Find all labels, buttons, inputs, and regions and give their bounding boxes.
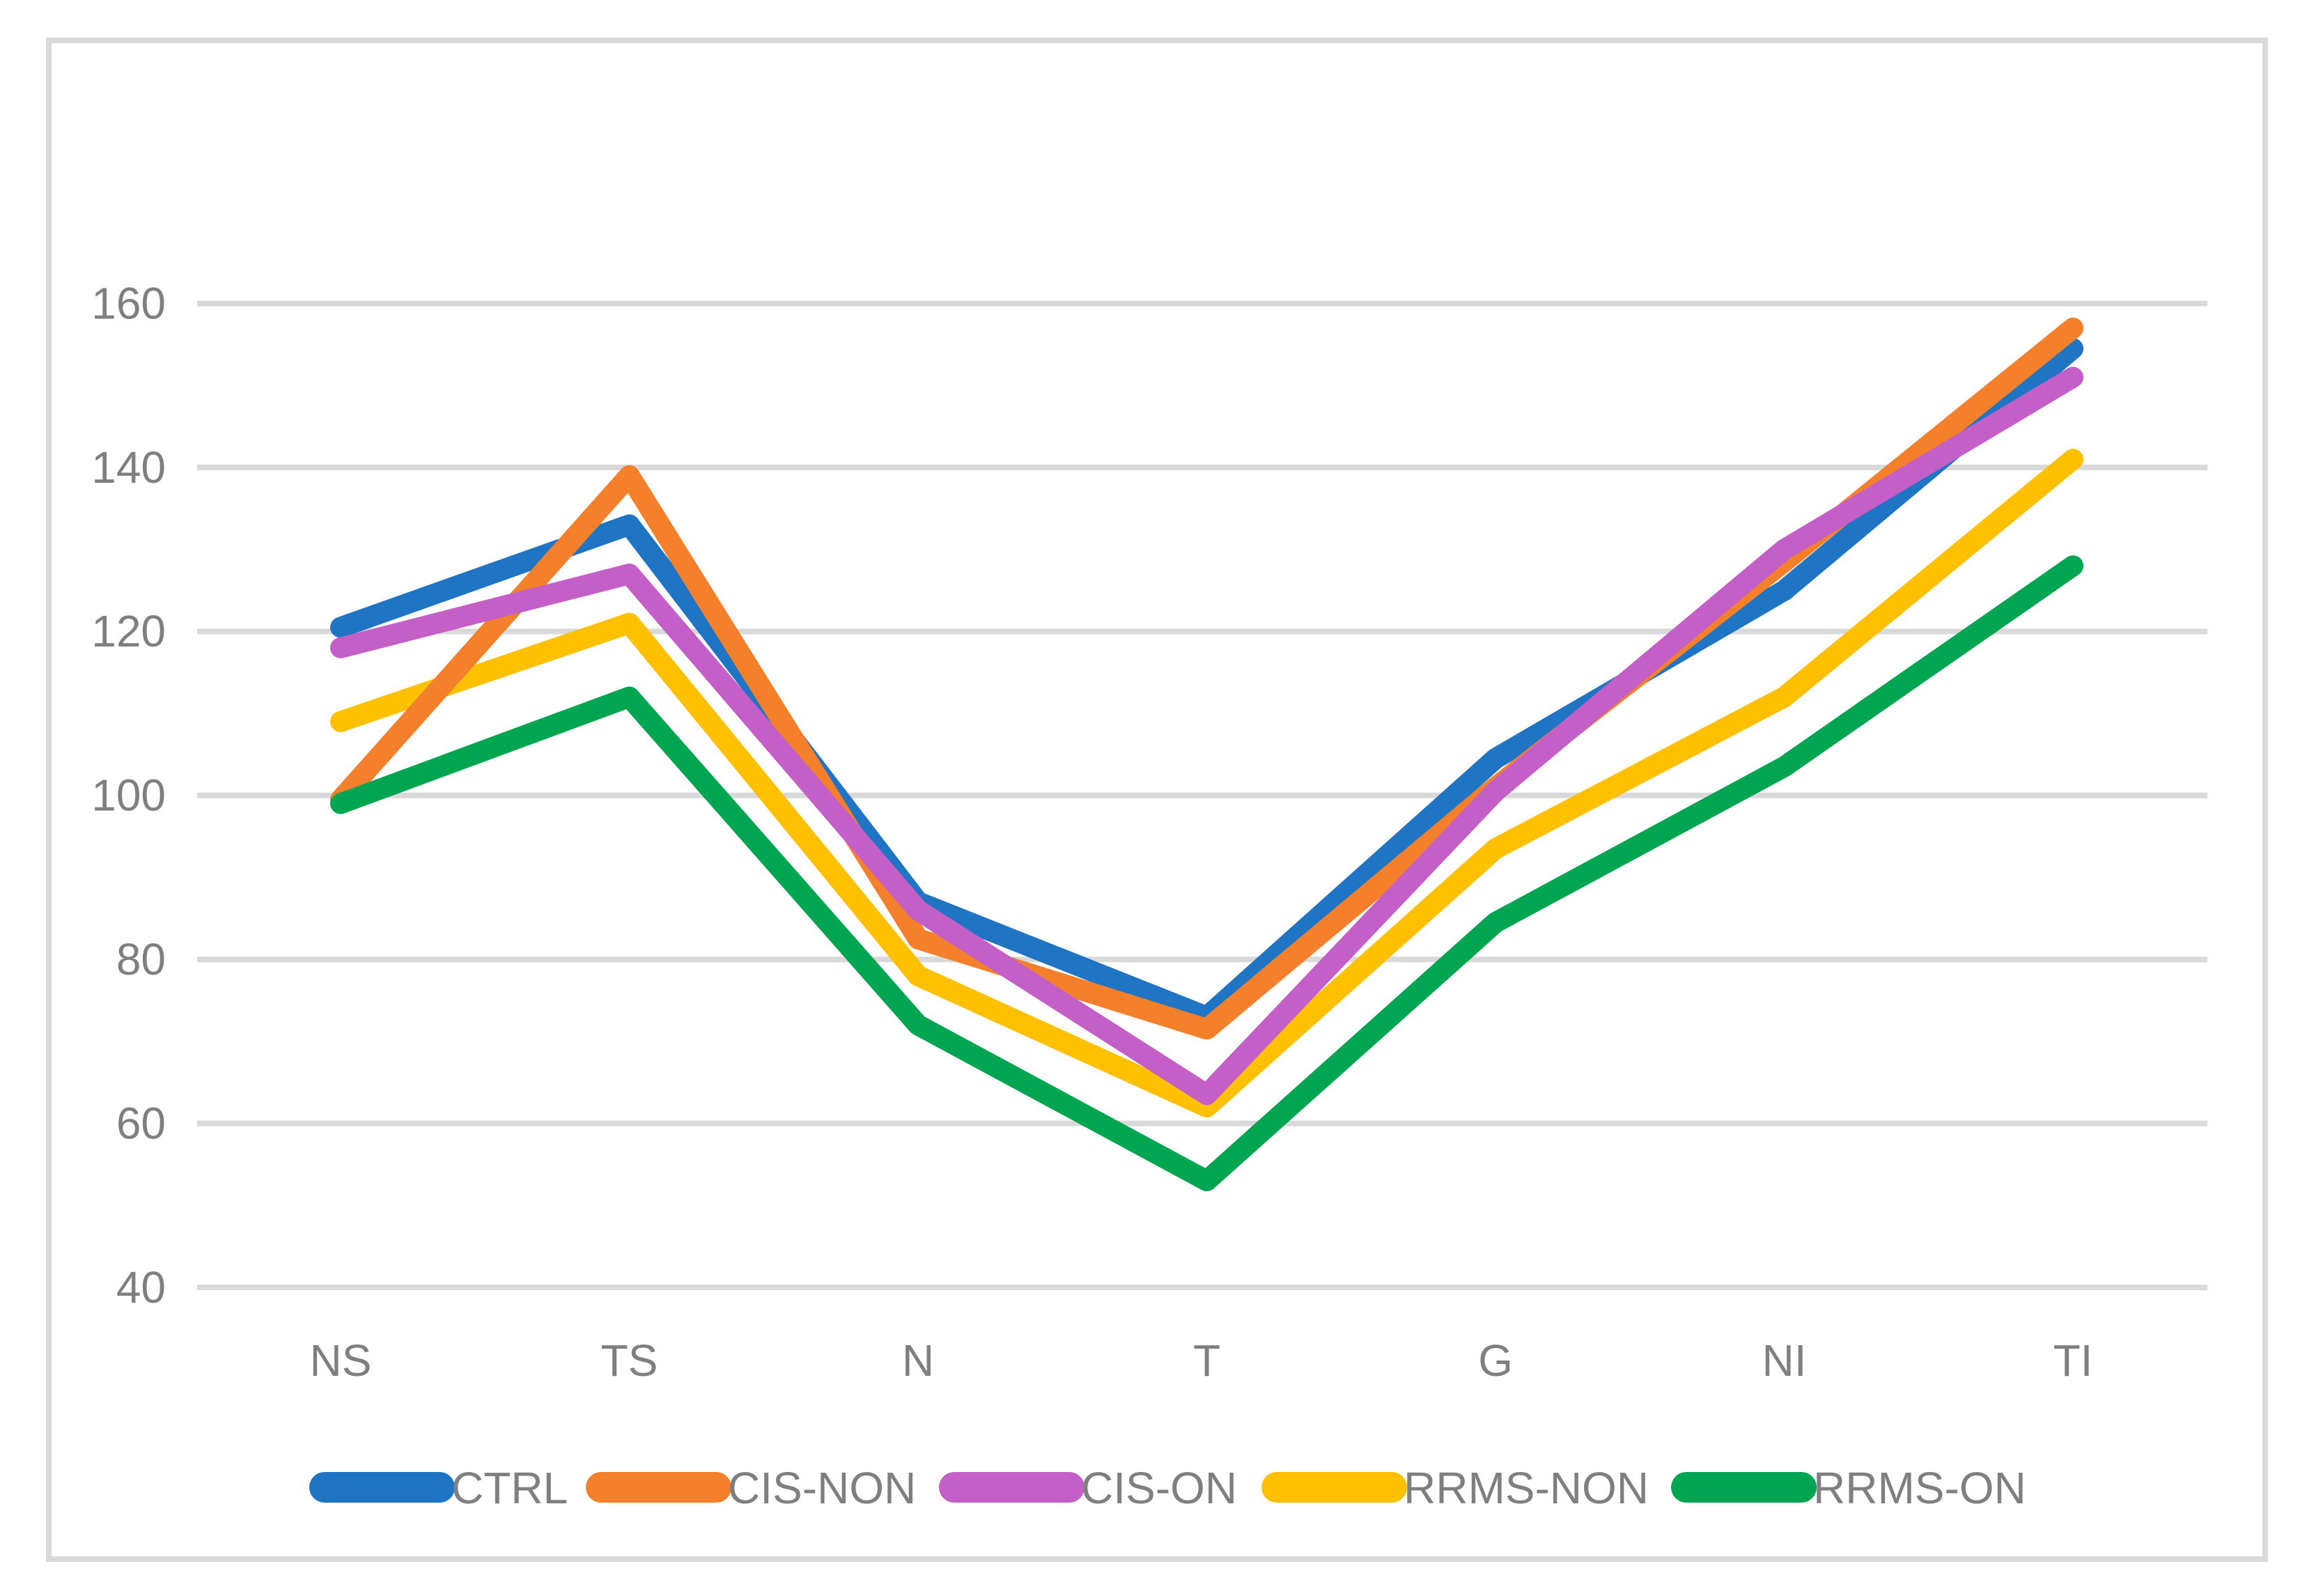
series-line-cis-on bbox=[330, 366, 2083, 1106]
legend-label-ctrl: CTRL bbox=[451, 1463, 568, 1513]
chart-frame bbox=[46, 38, 2268, 1562]
x-axis-label: G bbox=[1478, 1335, 1513, 1386]
y-tick-label: 60 bbox=[116, 1098, 166, 1148]
y-tick-label: 40 bbox=[116, 1262, 166, 1312]
legend-label-rrms-on: RRMS-ON bbox=[1813, 1463, 2026, 1513]
y-tick-label: 120 bbox=[91, 606, 166, 656]
y-tick-label: 160 bbox=[91, 278, 166, 328]
x-axis-label: TS bbox=[601, 1335, 658, 1386]
y-tick-label: 100 bbox=[91, 770, 166, 821]
x-axis-label: T bbox=[1193, 1335, 1220, 1386]
series-line-rrms-on bbox=[330, 555, 2083, 1191]
x-axis-label: NI bbox=[1762, 1335, 1807, 1386]
legend-label-cis-on: CIS-ON bbox=[1081, 1463, 1237, 1513]
y-tick-label: 80 bbox=[116, 934, 166, 984]
x-axis-label: TI bbox=[2053, 1335, 2093, 1386]
legend-label-rrms-non: RRMS-NON bbox=[1404, 1463, 1649, 1513]
legend-label-cis-non: CIS-NON bbox=[728, 1463, 916, 1513]
series-line-rrms-non bbox=[330, 449, 2083, 1118]
x-axis-label: N bbox=[902, 1335, 934, 1386]
x-axis-label: NS bbox=[310, 1335, 372, 1386]
y-tick-label: 140 bbox=[91, 442, 166, 493]
